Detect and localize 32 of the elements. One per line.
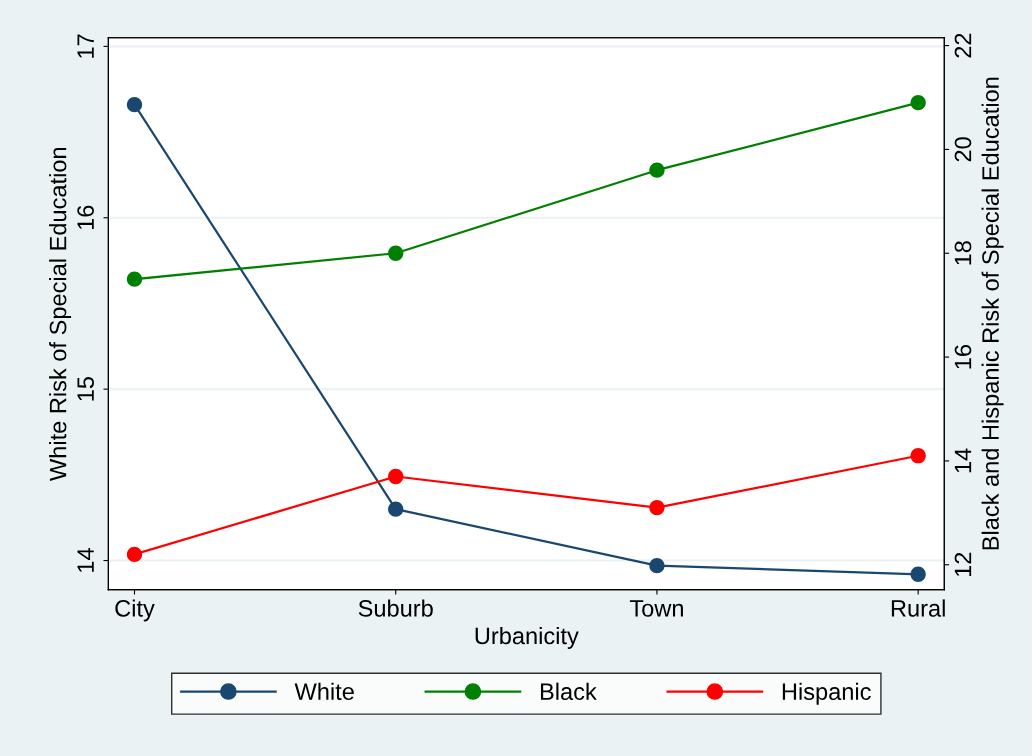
point — [388, 468, 404, 485]
y-axis-title: White Risk of Special Education — [49, 147, 72, 481]
point — [126, 546, 143, 563]
y2-tick-label: 20 — [954, 137, 972, 162]
point — [388, 245, 404, 261]
y2-tick-label: 14 — [954, 448, 972, 473]
y-tick-label: 16 — [77, 205, 94, 230]
y-tick-label: 17 — [77, 34, 94, 58]
point — [126, 271, 143, 287]
y-tick-label: 14 — [77, 548, 94, 572]
x-tick-label: Suburb — [358, 599, 433, 617]
legend-label: White — [294, 682, 354, 701]
point — [649, 500, 665, 516]
point — [649, 558, 665, 574]
y-tick-label: 15 — [77, 377, 94, 401]
point — [910, 566, 926, 582]
y2-tick-label: 18 — [954, 241, 972, 265]
y2-axis-title: Black and Hispanic Risk of Special Education — [981, 77, 1004, 550]
y2-tick-label: 12 — [954, 552, 972, 577]
point — [910, 95, 926, 111]
y2-tick-label: 16 — [954, 345, 972, 369]
legend-label: Black — [540, 682, 597, 701]
legend-label: Hispanic — [782, 682, 871, 705]
point — [388, 501, 404, 517]
x-tick-label: City — [115, 599, 155, 622]
x-tick-label: Rural — [891, 599, 945, 617]
y2-tick-label: 22 — [954, 33, 972, 58]
x-tick-label: Town — [629, 600, 683, 617]
point — [910, 448, 926, 464]
point — [649, 162, 665, 178]
x-axis-title: Urbanicity — [475, 626, 579, 649]
point — [126, 97, 143, 113]
